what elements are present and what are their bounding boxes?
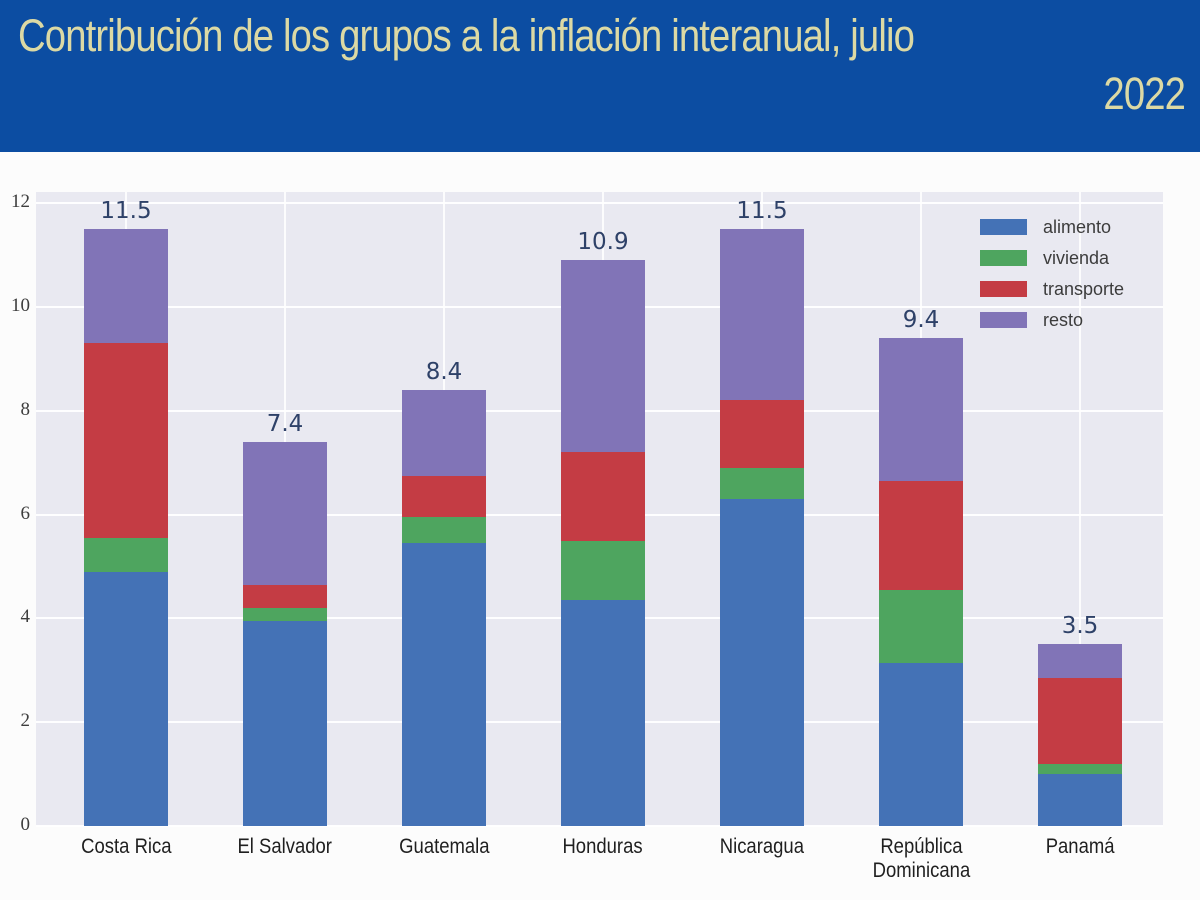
bar-segment-resto: [402, 390, 486, 476]
legend-swatch-vivienda: [980, 250, 1027, 266]
legend-row: alimento: [980, 216, 1124, 237]
y-tick-label: 12: [11, 191, 30, 213]
bar-total-label: 3.5: [1061, 613, 1099, 640]
legend-row: vivienda: [980, 247, 1124, 268]
bar-segment-resto: [720, 229, 804, 401]
y-tick-label: 4: [20, 606, 31, 628]
bar-segment-alimento: [243, 621, 327, 826]
bar-segment-transporte: [243, 584, 327, 609]
legend-row: resto: [980, 309, 1124, 330]
bar-segment-alimento: [561, 600, 645, 826]
y-tick-label: 8: [20, 398, 31, 420]
legend-label: resto: [1043, 309, 1084, 330]
bar-segment-transporte: [1038, 678, 1122, 764]
legend-swatch-resto: [980, 312, 1027, 328]
bar-segment-alimento: [402, 543, 486, 826]
x-tick-label-text: Nicaragua: [719, 835, 805, 858]
x-tick-label-text: Guatemala: [398, 835, 490, 858]
bar-total-label: 10.9: [577, 229, 629, 256]
x-tick-label: Panamá: [995, 835, 1165, 859]
x-gridline: [1079, 192, 1081, 826]
plot-area: [36, 192, 1163, 827]
y-tick-label: 2: [20, 710, 31, 732]
y-tick-label: 10: [11, 295, 30, 316]
bar-segment-alimento: [879, 662, 963, 826]
x-tick-label: El Salvador: [200, 835, 370, 859]
bar-segment-resto: [879, 338, 963, 481]
x-tick-label-text: Costa Rica: [80, 835, 172, 858]
bar-total-label: 11.5: [736, 198, 788, 225]
bar-segment-vivienda: [84, 537, 168, 572]
chart-title-line1: Contribución de los grupos a la inflació…: [18, 10, 1200, 62]
chart-title-text: Contribución de los grupos a la inflació…: [18, 10, 915, 61]
x-tick-label: Costa Rica: [41, 835, 211, 859]
bar-segment-transporte: [720, 400, 804, 468]
y-tick-label: 6: [20, 502, 31, 524]
y-tick-label: 0: [20, 814, 31, 835]
legend-label: vivienda: [1043, 247, 1110, 268]
x-tick-label-text: Panamá: [1045, 835, 1115, 858]
bar-segment-transporte: [879, 480, 963, 590]
bar-segment-transporte: [402, 475, 486, 518]
bar-total-label: 9.4: [902, 307, 940, 334]
bar-total-label: 11.5: [100, 198, 152, 225]
bar-segment-resto: [561, 260, 645, 453]
bar-segment-resto: [84, 229, 168, 344]
x-tick-label-text: El Salvador: [237, 835, 333, 858]
x-tick-label: Honduras: [518, 835, 688, 859]
bar-segment-vivienda: [243, 608, 327, 621]
bar-segment-transporte: [84, 343, 168, 538]
chart-title-line2: 2022: [1089, 68, 1186, 120]
bar-total-label: 7.4: [266, 410, 304, 437]
x-tick-label: Guatemala: [359, 835, 529, 859]
legend-swatch-alimento: [980, 219, 1027, 235]
legend-label: transporte: [1043, 278, 1125, 299]
bar-segment-vivienda: [1038, 763, 1122, 775]
legend-row: transporte: [980, 278, 1125, 299]
x-tick-label-text: Honduras: [562, 835, 644, 858]
legend: alimento vivienda transporte resto: [980, 216, 1125, 343]
bar-segment-alimento: [1038, 774, 1122, 826]
bar-segment-vivienda: [720, 467, 804, 500]
x-tick-label: Nicaragua: [677, 835, 847, 859]
bar-segment-vivienda: [402, 517, 486, 544]
bar-segment-alimento: [720, 499, 804, 826]
bar-total-label: 8.4: [425, 359, 463, 386]
bar-segment-resto: [243, 441, 327, 585]
bar-segment-vivienda: [561, 540, 645, 601]
chart-title-year: 2022: [1103, 68, 1186, 119]
bar-segment-alimento: [84, 571, 168, 826]
bar-segment-transporte: [561, 452, 645, 541]
legend-swatch-transporte: [980, 281, 1027, 297]
bar-segment-resto: [1038, 644, 1122, 679]
x-tick-label: República Dominicana: [836, 835, 1006, 882]
legend-label: alimento: [1043, 216, 1112, 237]
header-banner: Contribución de los grupos a la inflació…: [0, 0, 1200, 152]
y-gridline: [36, 825, 1163, 827]
bar-segment-vivienda: [879, 589, 963, 663]
x-tick-label-text: República Dominicana: [872, 835, 970, 882]
y-gridline: [36, 202, 1163, 205]
